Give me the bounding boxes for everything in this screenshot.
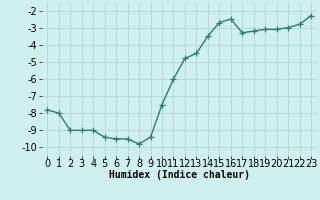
X-axis label: Humidex (Indice chaleur): Humidex (Indice chaleur) (109, 170, 250, 180)
